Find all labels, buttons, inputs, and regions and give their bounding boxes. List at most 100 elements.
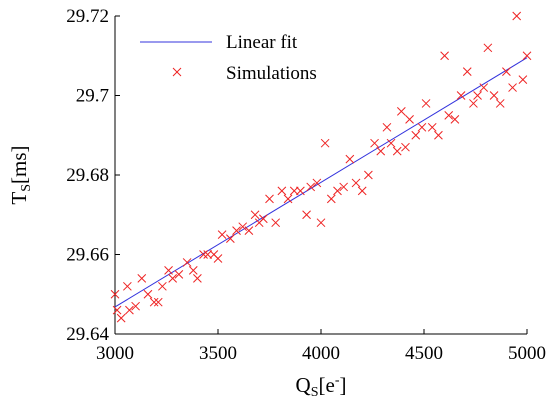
axis-tick-labels: 3000 3500 4000 4500 500029.6429.6629.6829.72… <box>66 6 546 364</box>
simulation-point <box>232 226 241 236</box>
simulation-point <box>489 91 499 100</box>
simulation-point <box>401 142 410 152</box>
simulation-point <box>302 210 311 220</box>
simulation-point <box>320 138 330 148</box>
simulation-point <box>182 258 192 267</box>
simulation-point <box>112 305 122 315</box>
axis-ticks <box>114 15 528 335</box>
simulation-point <box>417 122 427 132</box>
simulation-point <box>137 273 147 283</box>
y-label-sub: S <box>19 184 34 192</box>
simulation-point <box>116 313 126 323</box>
x-label-end: ] <box>339 373 346 397</box>
simulation-point <box>283 194 293 204</box>
simulation-point <box>188 266 198 275</box>
fit-line-layer <box>114 57 528 308</box>
simulation-point <box>168 273 178 283</box>
simulation-point <box>131 301 140 311</box>
simulation-point <box>411 130 421 140</box>
simulation-point <box>512 11 522 21</box>
simulation-point <box>370 138 379 148</box>
simulation-point <box>125 305 134 315</box>
simulation-point <box>405 114 414 124</box>
simulation-point <box>110 289 120 299</box>
simulation-point <box>238 222 248 232</box>
simulation-point <box>502 67 511 77</box>
simulation-point <box>316 218 326 228</box>
simulation-point <box>306 182 316 192</box>
simulation-point <box>462 67 472 77</box>
simulation-point <box>386 138 396 148</box>
simulation-point <box>326 194 336 204</box>
simulation-point <box>312 178 322 188</box>
y-label-main: T <box>7 192 31 205</box>
y-tick-label: 29.68 <box>66 165 109 186</box>
simulation-point <box>199 250 208 259</box>
simulation-point <box>508 83 517 92</box>
simulation-point <box>469 99 478 108</box>
simulation-point <box>149 297 159 307</box>
legend-fit-label: Linear fit <box>226 32 298 53</box>
simulation-point <box>203 250 213 259</box>
simulation-point <box>440 51 449 61</box>
simulation-point <box>164 266 173 275</box>
x-label-main: Q <box>296 373 311 397</box>
simulation-point <box>473 91 482 100</box>
simulation-point <box>364 170 373 180</box>
simulation-point <box>427 122 437 132</box>
simulation-point <box>345 154 355 164</box>
simulation-point <box>382 122 392 132</box>
simulation-point <box>289 186 299 196</box>
legend: Linear fit Simulations <box>140 32 317 84</box>
y-label-rest: [ms] <box>7 145 31 184</box>
simulation-point <box>296 186 305 196</box>
y-tick-label: 29.72 <box>66 6 109 27</box>
simulation-point <box>483 43 493 53</box>
simulation-point <box>193 273 202 283</box>
simulation-point <box>158 281 167 291</box>
x-tick-label: 4000 <box>302 343 340 364</box>
simulation-point <box>226 234 235 243</box>
simulation-point <box>265 194 274 204</box>
simulation-point <box>213 254 223 263</box>
simulation-point <box>518 75 528 84</box>
y-tick-label: 29.66 <box>66 245 109 266</box>
simulation-point <box>396 107 406 116</box>
simulation-point <box>392 146 402 156</box>
simulation-point <box>271 218 281 228</box>
x-label-sub: S <box>311 385 319 400</box>
y-tick-label: 29.7 <box>76 86 109 107</box>
simulation-point <box>421 99 431 108</box>
simulation-point <box>174 270 184 279</box>
x-axis-label: QS[e-] <box>296 373 347 400</box>
simulation-point <box>434 130 443 140</box>
simulation-point <box>351 178 361 188</box>
simulation-point <box>450 114 460 124</box>
linear-fit-line <box>114 57 528 308</box>
x-tick-label: 4500 <box>405 343 443 364</box>
simulation-point <box>339 182 349 192</box>
simulation-point <box>123 281 132 291</box>
simulation-point <box>479 83 489 92</box>
simulation-point <box>444 111 454 120</box>
simulation-points-layer <box>110 11 532 323</box>
simulation-point <box>258 214 268 224</box>
simulation-point <box>333 186 342 196</box>
x-label-rest: [e <box>318 373 334 397</box>
y-tick-label: 29.64 <box>66 324 109 345</box>
x-label-sup: - <box>335 373 340 388</box>
simulation-point <box>357 186 367 196</box>
x-tick-label: 3000 <box>96 343 134 364</box>
simulation-point <box>456 91 466 100</box>
simulation-point <box>143 289 153 299</box>
simulation-point <box>153 297 163 307</box>
legend-simulations-swatch <box>172 67 182 77</box>
simulation-point <box>376 146 386 156</box>
simulation-point <box>522 51 532 61</box>
simulation-point <box>217 230 227 239</box>
simulation-point <box>244 226 254 236</box>
simulation-point <box>277 186 287 196</box>
simulation-point <box>250 210 260 220</box>
simulation-point <box>495 99 505 108</box>
y-axis-label: TS[ms] <box>7 145 34 204</box>
